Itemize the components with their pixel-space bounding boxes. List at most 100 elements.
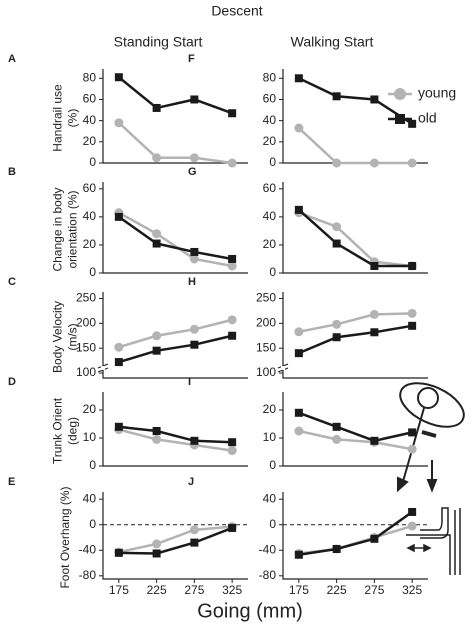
- series-line: [298, 208, 413, 268]
- foot-illustration: [406, 507, 461, 575]
- data-point: [294, 550, 303, 559]
- x-tick-label: 225: [327, 583, 347, 597]
- data-point: [152, 346, 161, 355]
- column-title: Walking Start: [291, 34, 374, 50]
- trunk-illustration: [397, 382, 465, 493]
- legend-marker: [395, 114, 405, 124]
- y-tick-label: -40: [79, 542, 97, 556]
- y-tick-label: 40: [83, 491, 97, 505]
- data-point: [370, 261, 379, 270]
- data-point: [332, 222, 342, 232]
- y-tick-label: 10: [83, 430, 97, 444]
- data-point: [407, 308, 417, 318]
- axis-line: [282, 392, 428, 467]
- y-tick-label: 0: [89, 517, 96, 531]
- series-line: [118, 318, 233, 349]
- data-point: [114, 358, 123, 367]
- data-point: [370, 436, 379, 445]
- panel-label: F: [188, 53, 195, 65]
- series-line: [298, 312, 413, 334]
- series-line: [118, 526, 233, 555]
- data-point: [152, 427, 161, 435]
- y-tick-label: 100: [76, 365, 96, 379]
- series-line: [118, 334, 233, 364]
- y-tick-label: 60: [263, 181, 277, 195]
- panel-label: C: [8, 276, 16, 288]
- data-point: [408, 261, 417, 270]
- panel-label: J: [188, 476, 194, 488]
- y-tick-label: 150: [76, 340, 96, 354]
- data-point: [228, 523, 237, 532]
- data-point: [332, 158, 342, 168]
- x-tick-label: 325: [222, 583, 242, 597]
- y-tick-label: 60: [263, 92, 277, 106]
- data-point: [332, 333, 341, 342]
- data-point: [114, 118, 124, 128]
- series-line: [118, 428, 233, 452]
- y-tick-label: 0: [89, 265, 96, 279]
- data-point: [294, 349, 303, 358]
- data-point: [294, 426, 304, 436]
- y-tick-label: 0: [269, 155, 276, 169]
- data-point: [152, 434, 162, 444]
- y-axis-label: Body Velocity: [51, 301, 65, 373]
- y-axis-label: (m/s): [66, 323, 80, 350]
- data-point: [152, 239, 161, 248]
- data-point: [332, 434, 342, 444]
- y-tick-label: 10: [263, 430, 277, 444]
- data-point: [407, 158, 417, 168]
- data-point: [332, 92, 341, 101]
- y-axis-label: orientation (%): [66, 190, 80, 268]
- column-title: Standing Start: [114, 34, 203, 50]
- data-point: [370, 328, 379, 337]
- series-line: [118, 211, 233, 268]
- series-line: [118, 425, 233, 444]
- legend-label: old: [418, 110, 437, 126]
- data-point: [408, 321, 417, 330]
- x-tick-label: 225: [147, 583, 167, 597]
- data-point: [152, 549, 161, 558]
- x-tick-label: 175: [289, 583, 309, 597]
- figure-title: Descent: [211, 3, 262, 19]
- y-axis-label: (%): [66, 109, 80, 128]
- axis-line: [282, 492, 428, 580]
- data-point: [190, 538, 199, 547]
- series-line: [118, 525, 233, 554]
- panel-label: I: [188, 376, 191, 388]
- y-tick-label: 40: [83, 209, 97, 223]
- x-tick-label: 175: [109, 583, 129, 597]
- data-point: [369, 309, 379, 319]
- axis-line: [282, 69, 428, 164]
- y-tick-label: 20: [83, 402, 97, 416]
- panel-label: H: [188, 276, 196, 288]
- data-point: [190, 95, 199, 104]
- data-point: [294, 327, 304, 337]
- legend-marker: [394, 88, 406, 100]
- series-line: [118, 76, 233, 115]
- y-tick-label: -40: [259, 542, 277, 556]
- axis-line: [282, 292, 428, 379]
- y-axis-label: (deg): [66, 417, 80, 445]
- panel-label: A: [8, 53, 16, 65]
- data-point: [227, 446, 237, 456]
- data-point: [227, 158, 237, 168]
- data-point: [114, 212, 123, 221]
- series-line: [298, 510, 413, 556]
- data-point: [407, 521, 417, 531]
- data-point: [408, 119, 417, 128]
- y-tick-label: 100: [256, 365, 276, 379]
- data-point: [332, 239, 341, 248]
- series-line: [118, 215, 233, 261]
- data-point: [332, 319, 342, 329]
- y-tick-label: 150: [256, 340, 276, 354]
- legend-label: young: [418, 85, 456, 101]
- series-line: [298, 77, 413, 125]
- axis-line: [102, 182, 248, 274]
- x-axis-label: Going (mm): [197, 600, 303, 622]
- data-point: [114, 342, 124, 352]
- data-point: [370, 95, 379, 104]
- data-point: [332, 544, 341, 553]
- y-tick-label: 250: [76, 291, 96, 305]
- series-line: [298, 211, 413, 268]
